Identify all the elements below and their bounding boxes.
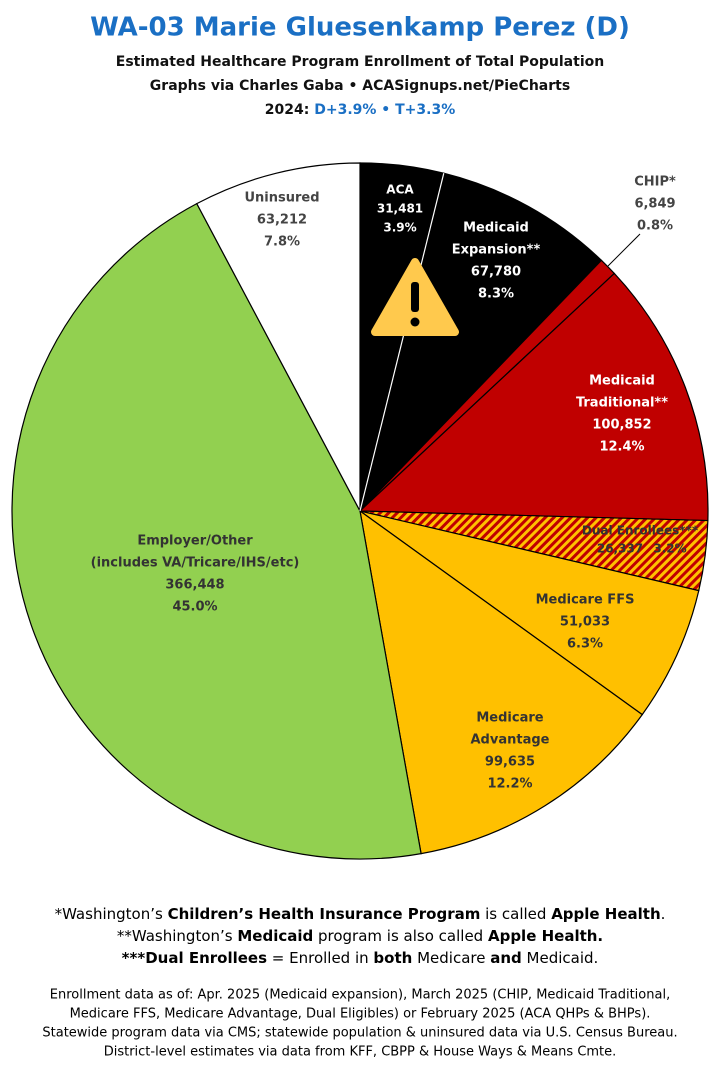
footnote: ***Dual Enrollees = Enrolled in both Med… <box>122 949 599 967</box>
footnote-part: *Washington’s <box>55 905 168 923</box>
slice-value: 366,448 <box>165 578 224 593</box>
slice-divider <box>359 173 445 512</box>
pie-slice <box>358 272 709 522</box>
slice-name: Medicaid <box>589 374 655 389</box>
pie-slice <box>359 509 644 855</box>
election-label: 2024: <box>265 102 310 118</box>
pie-slice <box>359 510 700 716</box>
slice-value: 100,852 <box>592 418 651 433</box>
slice-name: CHIP* <box>634 175 676 190</box>
source-line: Statewide program data via CMS; statewid… <box>42 1026 677 1041</box>
slice-value: 51,033 <box>560 615 610 630</box>
footnote-part: Children’s Health Insurance Program <box>168 905 481 923</box>
slice-name: Medicare FFS <box>536 593 635 608</box>
slice-value: 26,337 <box>597 542 643 556</box>
footnote: **Washington’s Medicaid program is also … <box>117 927 603 945</box>
pie-slice <box>358 172 603 514</box>
election-result: D+3.9% • T+3.3% <box>314 102 455 118</box>
footnote-part: **Washington’s <box>117 927 238 945</box>
chart-title: WA-03 Marie Gluesenkamp Perez (D) <box>90 13 630 43</box>
pie-slice <box>195 162 361 512</box>
footnote-part: . <box>661 905 666 923</box>
slice-value: 6,849 <box>634 197 675 212</box>
slice-name: (includes VA/Tricare/IHS/etc) <box>91 556 300 571</box>
source-line: Enrollment data as of: Apr. 2025 (Medica… <box>50 988 670 1003</box>
slice-name: Advantage <box>471 733 550 748</box>
slice-name: Uninsured <box>244 191 319 206</box>
slice-name: ACA <box>386 183 414 197</box>
slice-name: Expansion** <box>452 243 541 258</box>
slice-value: 63,212 <box>257 213 307 228</box>
subtitle: Estimated Healthcare Program Enrollment … <box>116 54 604 70</box>
subtitle: Graphs via Charles Gaba • ACASignups.net… <box>150 78 570 94</box>
footnote-part: Medicaid <box>237 927 313 945</box>
footnotes: *Washington’s Children’s Health Insuranc… <box>42 905 677 1060</box>
slice-share: 7.8% <box>264 235 300 250</box>
footnote-part: Medicare <box>412 949 490 967</box>
footnote: *Washington’s Children’s Health Insuranc… <box>55 905 666 923</box>
footnote-part: and <box>490 949 522 967</box>
slice-name: Traditional** <box>576 396 668 411</box>
warning-icon <box>371 258 459 336</box>
slice-name: Medicare <box>476 711 543 726</box>
slice-share: 3.2% <box>653 542 686 556</box>
pie-slice <box>11 202 422 860</box>
slice-share: 3.9% <box>383 221 416 235</box>
footnote-part: Medicaid. <box>522 949 599 967</box>
slice-share: 12.4% <box>599 440 644 455</box>
footnote-part: Apple Health. <box>488 927 603 945</box>
footnote-part: both <box>373 949 412 967</box>
slice-name: Dual Enrollees*** <box>582 524 699 538</box>
slice-value: 67,780 <box>471 265 521 280</box>
footnote-part: = Enrolled in <box>267 949 373 967</box>
pie <box>11 162 709 860</box>
slice-value: 31,481 <box>377 202 423 216</box>
slice-name: Employer/Other <box>137 534 253 549</box>
footnote-part: is called <box>480 905 551 923</box>
slice-share: 6.3% <box>567 637 603 652</box>
footnote-part: ***Dual Enrollees <box>122 949 267 967</box>
footnote-part: Apple Health <box>551 905 660 923</box>
slice-share: 45.0% <box>172 600 217 615</box>
leader-line <box>607 233 641 267</box>
election-line: 2024: D+3.9% • T+3.3% <box>265 102 455 118</box>
source-line: District-level estimates via data from K… <box>104 1045 617 1060</box>
slice-value: 99,635 <box>485 755 535 770</box>
slice-share: 0.8% <box>637 219 673 234</box>
footnote-part: program is also called <box>313 927 488 945</box>
slice-labels: ACA 31,481 3.9% Medicaid Expansion** 67,780 8.… <box>91 175 699 792</box>
source-line: Medicare FFS, Medicare Advantage, Dual E… <box>70 1007 651 1022</box>
slice-share: 12.2% <box>487 777 532 792</box>
slice-name: Medicaid <box>463 221 529 236</box>
slice-share: 8.3% <box>478 287 514 302</box>
